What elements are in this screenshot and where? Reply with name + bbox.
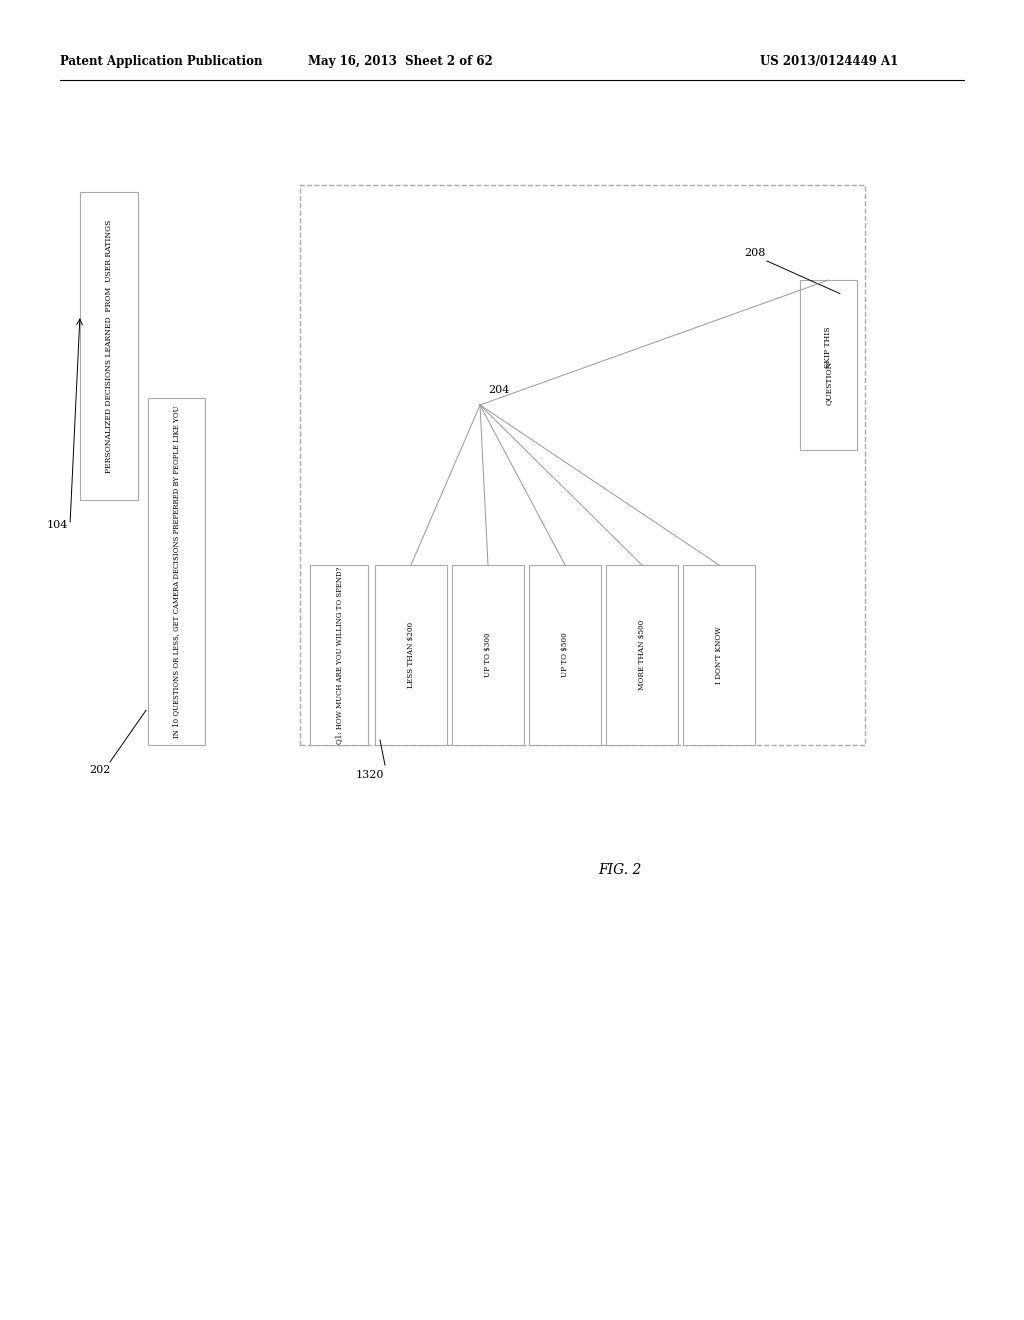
Bar [529, 565, 601, 744]
Text: SKIP THIS: SKIP THIS [824, 326, 833, 368]
Bar [800, 280, 857, 450]
Bar [310, 565, 368, 744]
Bar [300, 185, 865, 744]
Bar [683, 565, 755, 744]
Text: PERSONALIZED DECISIONS LEARNED  FROM  USER RATINGS: PERSONALIZED DECISIONS LEARNED FROM USER… [105, 219, 113, 473]
Text: Patent Application Publication: Patent Application Publication [60, 55, 262, 69]
Bar [375, 565, 447, 744]
Bar [452, 565, 524, 744]
Text: IN 10 QUESTIONS OR LESS, GET CAMERA DECISIONS PREFERRED BY PEOPLE LIKE YOU: IN 10 QUESTIONS OR LESS, GET CAMERA DECI… [172, 405, 180, 738]
Bar [148, 399, 205, 744]
Bar [606, 565, 678, 744]
Text: QUESTION: QUESTION [824, 360, 833, 405]
Text: UP TO $300: UP TO $300 [484, 632, 492, 677]
Text: 204: 204 [488, 385, 509, 395]
Text: 208: 208 [744, 248, 766, 257]
Text: MORE THAN $500: MORE THAN $500 [638, 620, 646, 690]
Text: I DON'T KNOW: I DON'T KNOW [715, 626, 723, 684]
Text: 104: 104 [47, 520, 68, 531]
Text: US 2013/0124449 A1: US 2013/0124449 A1 [760, 55, 898, 69]
Text: UP TO $500: UP TO $500 [561, 632, 569, 677]
Text: May 16, 2013  Sheet 2 of 62: May 16, 2013 Sheet 2 of 62 [307, 55, 493, 69]
Bar [80, 191, 138, 500]
Text: FIG. 2: FIG. 2 [598, 863, 642, 876]
Text: 1320: 1320 [355, 770, 384, 780]
Text: LESS THAN $200: LESS THAN $200 [407, 622, 415, 688]
Text: Q1: HOW MUCH ARE YOU WILLING TO SPEND?: Q1: HOW MUCH ARE YOU WILLING TO SPEND? [335, 566, 343, 743]
Text: 202: 202 [89, 766, 111, 775]
